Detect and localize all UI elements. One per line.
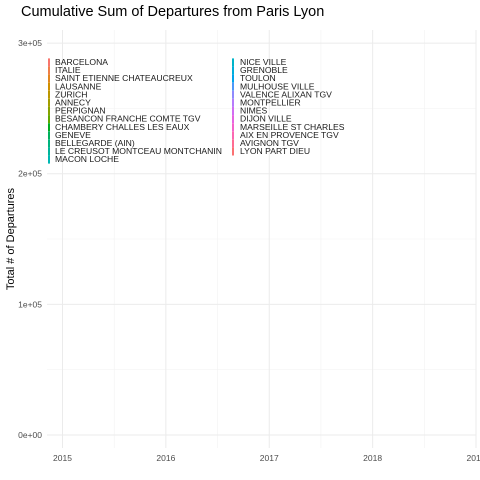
legend-key-swatch — [48, 82, 50, 91]
legend-key-swatch — [232, 107, 234, 115]
legend-key-swatch — [48, 123, 50, 132]
y-tick-label: 2e+05 — [18, 169, 42, 179]
legend-item: BARCELONA — [48, 57, 108, 67]
legend-label: AIX EN PROVENCE TGV — [240, 130, 339, 140]
legend-key-swatch — [48, 155, 50, 164]
legend-label: LAUSANNE — [55, 81, 102, 91]
legend-label: NICE VILLE — [240, 57, 287, 67]
legend-label: SAINT ETIENNE CHATEAUCREUX — [55, 73, 193, 83]
legend-item: MARSEILLE ST CHARLES — [232, 122, 345, 132]
legend-key-swatch — [48, 131, 50, 140]
legend-key-swatch — [232, 115, 234, 124]
legend-item: GRENOBLE — [232, 65, 288, 75]
legend-label: DIJON VILLE — [240, 114, 292, 124]
legend-label: MONTPELLIER — [240, 98, 301, 108]
legend-label: BARCELONA — [55, 57, 108, 67]
legend-key-swatch — [232, 82, 234, 91]
legend-key-swatch — [232, 139, 234, 148]
legend-key-swatch — [48, 147, 50, 156]
legend-item: AVIGNON TGV — [232, 138, 299, 148]
x-tick-label: 2019 — [467, 453, 480, 463]
legend-key-swatch — [48, 139, 50, 148]
x-tick-label: 2015 — [53, 453, 72, 463]
legend-item: VALENCE ALIXAN TGV — [232, 89, 332, 99]
legend-item: MACON LOCHE — [48, 154, 119, 164]
legend-item: BESANCON FRANCHE COMTE TGV — [48, 114, 201, 124]
legend-item: LAUSANNE — [48, 81, 102, 91]
legend-label: VALENCE ALIXAN TGV — [240, 89, 332, 99]
legend-key-swatch — [232, 66, 234, 75]
y-tick-label: 1e+05 — [18, 299, 42, 309]
legend-item: ZURICH — [48, 89, 87, 99]
legend-key-swatch — [48, 66, 50, 75]
legend-item: PERPIGNAN — [48, 106, 106, 116]
legend-key-swatch — [48, 107, 50, 115]
legend-label: ANNECY — [55, 98, 91, 108]
y-axis-title: Total # of Departures — [5, 187, 17, 290]
legend-item: BELLEGARDE (AIN) — [48, 138, 135, 148]
legend-key-swatch — [48, 90, 50, 99]
legend-label: CHAMBERY CHALLES LES EAUX — [55, 122, 190, 132]
legend-item: NICE VILLE — [232, 57, 287, 67]
legend-item: ITALIE — [48, 65, 81, 75]
legend-label: AVIGNON TGV — [240, 138, 299, 148]
legend-item: ANNECY — [48, 98, 91, 108]
chart-title: Cumulative Sum of Departures from Paris … — [21, 4, 324, 20]
y-tick-label: 3e+05 — [18, 38, 42, 48]
grid — [47, 30, 477, 448]
x-tick-label: 2018 — [363, 453, 382, 463]
legend-label: ZURICH — [55, 89, 87, 99]
legend-label: TOULON — [240, 73, 276, 83]
legend-key-swatch — [232, 98, 234, 107]
legend-label: MULHOUSE VILLE — [240, 81, 315, 91]
legend-key-swatch — [48, 98, 50, 107]
legend-item: TOULON — [232, 73, 276, 83]
legend-label: BESANCON FRANCHE COMTE TGV — [55, 114, 201, 124]
x-tick-label: 2017 — [260, 453, 279, 463]
legend-label: BELLEGARDE (AIN) — [55, 138, 135, 148]
legend-key-swatch — [232, 58, 234, 67]
legend-key-swatch — [48, 74, 50, 83]
legend-label: PERPIGNAN — [55, 106, 106, 116]
legend-key-swatch — [232, 131, 234, 140]
legend-label: LYON PART DIEU — [240, 146, 310, 156]
legend-item: SAINT ETIENNE CHATEAUCREUX — [48, 73, 193, 83]
legend-label: MACON LOCHE — [55, 154, 119, 164]
legend-item: LYON PART DIEU — [232, 146, 310, 156]
legend-label: LE CREUSOT MONTCEAU MONTCHANIN — [55, 146, 222, 156]
legend-item: GENEVE — [48, 130, 91, 140]
legend-key-swatch — [48, 58, 50, 67]
legend-label: GENEVE — [55, 130, 91, 140]
legend-label: GRENOBLE — [240, 65, 288, 75]
y-tick-label: 0e+00 — [18, 430, 42, 440]
legend-item: MONTPELLIER — [232, 98, 301, 108]
legend-key-swatch — [232, 90, 234, 99]
x-axis-ticks: 2015 2016 2017 2018 2019 — [53, 453, 480, 463]
x-tick-label: 2016 — [156, 453, 175, 463]
legend-item: NIMES — [232, 106, 267, 116]
legend-label: NIMES — [240, 106, 267, 116]
legend-item: MULHOUSE VILLE — [232, 81, 315, 91]
y-axis-ticks: 0e+00 1e+05 2e+05 3e+05 — [18, 38, 42, 440]
legend-label: MARSEILLE ST CHARLES — [240, 122, 345, 132]
legend-item: LE CREUSOT MONTCEAU MONTCHANIN — [48, 146, 222, 156]
legend-item: AIX EN PROVENCE TGV — [232, 130, 339, 140]
legend-key-swatch — [232, 147, 234, 156]
legend-key-swatch — [48, 115, 50, 124]
legend-key-swatch — [232, 123, 234, 132]
legend-key-swatch — [232, 74, 234, 83]
legend-label: ITALIE — [55, 65, 81, 75]
legend-item: DIJON VILLE — [232, 114, 292, 124]
legend-item: CHAMBERY CHALLES LES EAUX — [48, 122, 190, 132]
